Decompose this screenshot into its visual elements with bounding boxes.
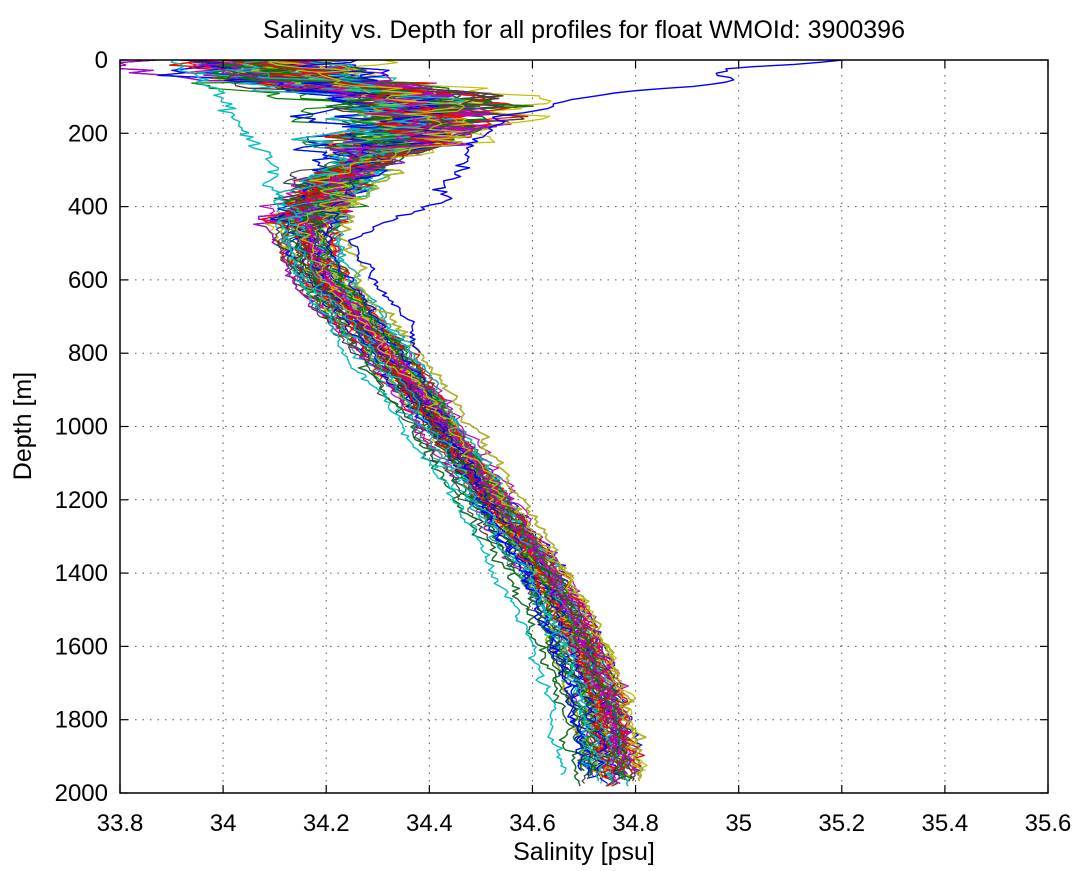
y-axis-label: Depth [m] [9, 372, 37, 480]
y-tick-label: 2000 [55, 780, 108, 807]
y-tick-label: 1000 [55, 414, 108, 441]
chart-title: Salinity vs. Depth for all profiles for … [263, 16, 905, 44]
x-tick-label: 33.8 [97, 810, 144, 837]
y-tick-label: 800 [68, 340, 108, 367]
y-tick-label: 400 [68, 194, 108, 221]
y-tick-label: 200 [68, 120, 108, 147]
y-tick-label: 0 [95, 47, 108, 74]
y-tick-label: 600 [68, 267, 108, 294]
salinity-profile-line [196, 60, 619, 782]
axis-ticks [119, 59, 1049, 794]
x-tick-label: 34 [210, 810, 237, 837]
salinity-profile-line [218, 60, 642, 782]
x-tick-label: 34.2 [303, 810, 350, 837]
y-tick-label: 1400 [55, 560, 108, 587]
salinity-profile-line [181, 60, 607, 771]
salinity-profile-line [220, 60, 631, 769]
y-tick-label: 1800 [55, 707, 108, 734]
outlier-fresh-profile-line [170, 60, 567, 776]
y-tick-label: 1600 [55, 633, 108, 660]
x-tick-label: 35.2 [818, 810, 865, 837]
salinity-profile-line [268, 60, 647, 779]
salinity-profile-line [263, 60, 603, 779]
salinity-profile-line [230, 60, 620, 769]
x-axis-label: Salinity [psu] [513, 838, 655, 866]
outlier-high-profile-line [348, 60, 843, 353]
x-tick-label: 35.4 [922, 810, 969, 837]
x-tick-label: 35 [725, 810, 752, 837]
y-tick-labels: 0 200 400 600 800 1000 1200 1400 1600 1800 2000 [55, 47, 108, 807]
x-tick-label: 34.6 [509, 810, 556, 837]
x-tick-label: 34.4 [406, 810, 453, 837]
x-tick-label: 34.8 [612, 810, 659, 837]
salinity-profile-line [202, 60, 641, 774]
x-tick-labels: 33.8 34 34.2 34.4 34.6 34.8 35 35.2 35.4 35.6 [97, 810, 1072, 837]
profile-lines [120, 60, 843, 787]
y-tick-label: 1200 [55, 487, 108, 514]
grid-lines [120, 60, 1048, 793]
x-tick-label: 35.6 [1025, 810, 1072, 837]
